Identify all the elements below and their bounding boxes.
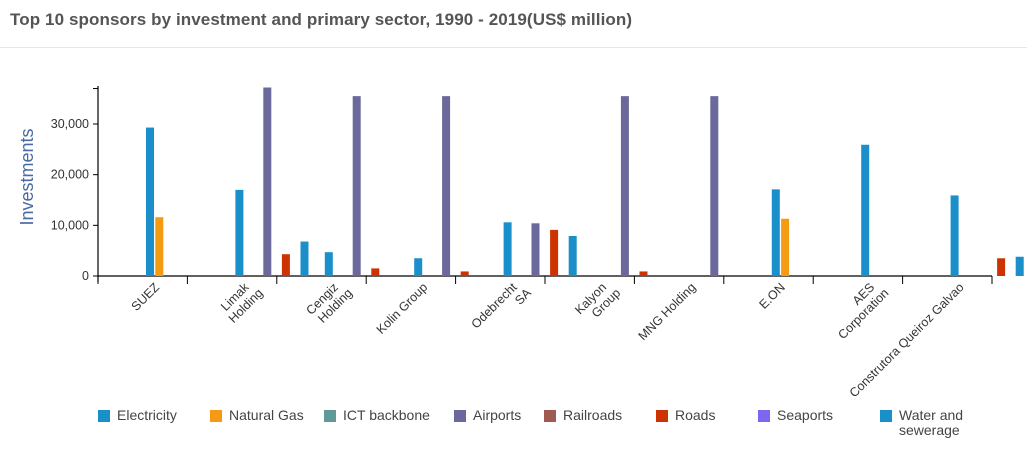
legend-item[interactable]: Electricity	[98, 408, 177, 423]
chart-title: Top 10 sponsors by investment and primar…	[10, 10, 633, 29]
legend-label: Railroads	[563, 407, 623, 423]
bar-electricity[interactable]	[324, 252, 333, 276]
y-tick-label: 20,000	[51, 168, 89, 182]
legend-swatch	[210, 410, 222, 422]
legend-item[interactable]: Natural Gas	[210, 408, 304, 423]
bar-water-and-sewerage[interactable]	[568, 235, 577, 276]
legend-label: Seaports	[777, 407, 834, 423]
legend-item[interactable]: ICT backbone	[324, 408, 430, 423]
bar-airports[interactable]	[352, 96, 361, 276]
legend-label: ICT backbone	[343, 407, 430, 423]
bar-electricity[interactable]	[861, 144, 870, 276]
bar-roads[interactable]	[997, 258, 1006, 276]
legend-item[interactable]: Railroads	[544, 408, 622, 423]
x-tick-label: KalyonGroup	[572, 276, 623, 327]
y-tick-label: 10,000	[51, 218, 89, 232]
legend-swatch	[758, 410, 770, 422]
legend-label: Natural Gas	[229, 407, 304, 423]
x-tick-label: OdebrechtSA	[469, 276, 535, 342]
bars-group	[146, 87, 1024, 277]
bar-airports[interactable]	[620, 96, 629, 276]
x-tick-label: E.ON	[756, 280, 788, 312]
x-tick-label: Kolin Group	[374, 280, 431, 337]
bar-airports[interactable]	[442, 96, 451, 276]
bar-roads[interactable]	[460, 271, 469, 276]
x-tick-label: SUEZ	[129, 280, 163, 314]
bar-chart: 0 10,000 20,000 30,000 Investments SUEZ LimakH…	[17, 86, 1024, 400]
bar-electricity[interactable]	[235, 189, 244, 276]
bar-airports[interactable]	[710, 96, 719, 276]
legend-swatch	[544, 410, 556, 422]
bar-water-and-sewerage[interactable]	[1015, 256, 1024, 276]
legend-swatch	[98, 410, 110, 422]
bar-airports[interactable]	[263, 87, 272, 277]
x-tick-label: AESCorporation	[825, 276, 891, 342]
legend-item[interactable]: Roads	[656, 408, 715, 423]
y-axis-title: Investments	[17, 128, 37, 225]
bar-roads[interactable]	[371, 268, 380, 276]
bar-roads[interactable]	[550, 229, 559, 276]
bar-electricity[interactable]	[146, 127, 154, 277]
x-tick-label: MNG Holding	[636, 280, 699, 343]
legend-swatch	[880, 410, 892, 422]
bar-electricity[interactable]	[503, 222, 512, 276]
chart-legend: Electricity Natural Gas ICT backbone Airpor…	[98, 408, 998, 448]
legend-item[interactable]: Water and sewerage	[880, 408, 979, 438]
legend-label: Airports	[473, 407, 522, 423]
title-divider	[0, 47, 1027, 48]
legend-swatch	[656, 410, 668, 422]
y-tick-label: 30,000	[51, 117, 89, 131]
legend-item[interactable]: Seaports	[758, 408, 833, 423]
legend-swatch	[324, 410, 336, 422]
bar-roads[interactable]	[281, 254, 290, 276]
bar-electricity[interactable]	[771, 189, 780, 276]
bar-roads[interactable]	[639, 271, 648, 276]
bar-electricity[interactable]	[950, 195, 959, 276]
legend-label: Roads	[675, 407, 716, 423]
legend-swatch	[454, 410, 466, 422]
legend-label: Electricity	[117, 407, 177, 423]
bar-natural-gas[interactable]	[781, 218, 790, 276]
bar-natural-gas[interactable]	[155, 217, 164, 276]
bar-airports[interactable]	[531, 223, 540, 276]
x-tick-label: CengizHolding	[303, 276, 355, 328]
x-tick-label: LimakHolding	[216, 276, 266, 326]
legend-item[interactable]: Airports	[454, 408, 521, 423]
bar-water-and-sewerage[interactable]	[300, 241, 309, 276]
y-tick-label: 0	[82, 269, 89, 283]
axes-group	[93, 86, 993, 284]
bar-electricity[interactable]	[414, 258, 423, 276]
legend-label: Water and sewerage	[899, 407, 964, 438]
